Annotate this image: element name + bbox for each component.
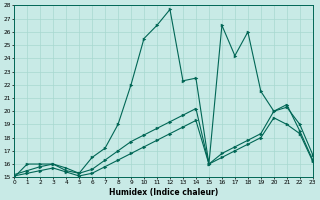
- X-axis label: Humidex (Indice chaleur): Humidex (Indice chaleur): [109, 188, 218, 197]
